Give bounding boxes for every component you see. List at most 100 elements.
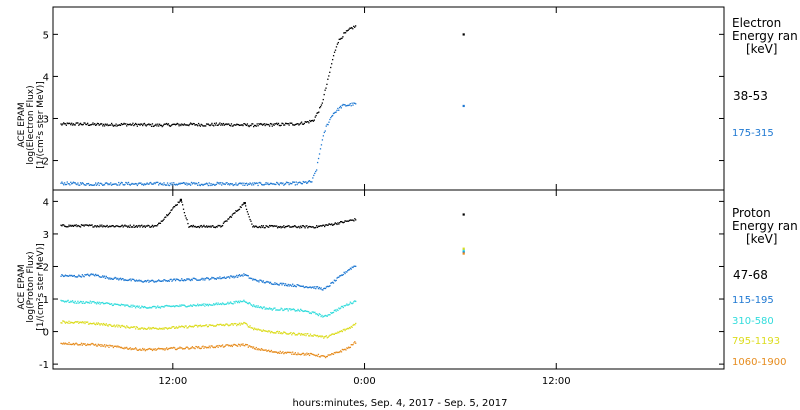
data-point: [269, 122, 272, 125]
data-point: [137, 183, 139, 185]
data-point: [96, 301, 99, 303]
data-point: [331, 282, 333, 284]
data-point: [260, 123, 263, 125]
data-point: [260, 226, 262, 229]
data-point: [69, 301, 71, 304]
data-point: [154, 182, 156, 185]
data-point: [355, 103, 357, 105]
data-point: [188, 325, 190, 328]
data-point: [158, 279, 160, 281]
data-point: [133, 348, 135, 350]
data-point: [203, 125, 205, 127]
data-point: [295, 334, 297, 336]
data-point: [181, 182, 184, 184]
data-point: [92, 322, 94, 325]
data-point: [229, 182, 232, 185]
data-point: [245, 344, 248, 346]
data-point: [245, 301, 247, 303]
data-point: [197, 326, 199, 328]
data-point: [179, 123, 181, 126]
data-point: [242, 343, 244, 345]
data-point: [333, 309, 336, 312]
data-point: [338, 109, 340, 111]
data-point: [84, 302, 86, 304]
data-point: [257, 328, 259, 330]
data-point: [206, 326, 209, 328]
data-point: [285, 284, 288, 287]
data-point: [110, 277, 113, 280]
data-point: [81, 344, 83, 346]
data-point: [98, 226, 100, 228]
data-point: [270, 123, 273, 125]
data-point: [173, 327, 176, 329]
data-point: [156, 225, 158, 227]
data-point: [319, 225, 321, 227]
data-point: [164, 183, 166, 186]
data-point: [87, 182, 90, 185]
data-point: [221, 225, 223, 227]
data-point: [87, 124, 90, 126]
data-point-isolated: [462, 252, 465, 255]
data-point: [135, 305, 138, 308]
x-axis-label: hours:minutes, Sep. 4, 2017 - Sep. 5, 20…: [292, 398, 507, 409]
data-point: [307, 180, 310, 183]
data-point: [236, 210, 238, 213]
data-point: [268, 226, 270, 228]
data-point: [266, 225, 268, 227]
data-point: [229, 344, 231, 347]
data-point: [297, 182, 299, 184]
data-point: [168, 280, 170, 282]
data-point: [183, 304, 186, 306]
data-point: [134, 347, 137, 349]
data-point: [83, 302, 85, 304]
data-point: [274, 351, 276, 353]
data-point: [211, 225, 213, 227]
data-point: [160, 327, 162, 330]
data-point: [217, 277, 219, 279]
data-point: [299, 333, 301, 335]
data-point: [105, 182, 107, 184]
data-point: [158, 222, 161, 224]
data-point: [107, 183, 109, 186]
data-point: [230, 183, 233, 185]
data-point: [243, 182, 245, 184]
data-point: [324, 224, 327, 226]
data-point: [333, 333, 336, 335]
data-point: [89, 184, 91, 186]
data-point: [78, 322, 80, 324]
data-point: [114, 125, 116, 127]
data-point: [347, 328, 350, 330]
data-point: [196, 346, 198, 348]
data-point: [265, 181, 267, 184]
data-point: [327, 78, 329, 80]
data-point: [320, 355, 322, 357]
data-point: [279, 309, 281, 311]
data-point: [304, 309, 306, 312]
data-point: [126, 279, 128, 281]
data-point: [218, 182, 220, 184]
data-point: [284, 351, 287, 354]
data-point: [127, 279, 130, 281]
data-point: [246, 123, 249, 125]
data-point: [184, 279, 186, 282]
data-point: [111, 304, 114, 307]
data-point: [209, 225, 211, 227]
data-point: [126, 348, 129, 350]
data-point: [290, 183, 292, 185]
data-point: [292, 225, 295, 228]
data-point: [347, 346, 350, 348]
data-point: [150, 328, 153, 330]
data-point: [308, 226, 310, 228]
data-point: [316, 334, 319, 337]
data-point: [164, 305, 166, 307]
data-point: [344, 305, 346, 307]
data-point: [312, 120, 315, 122]
data-point: [343, 32, 345, 34]
data-point: [122, 184, 124, 186]
data-point: [74, 224, 76, 227]
data-point: [166, 214, 168, 216]
data-point: [155, 225, 157, 227]
data-point: [218, 344, 220, 347]
data-point: [203, 183, 205, 186]
data-point: [273, 351, 275, 353]
